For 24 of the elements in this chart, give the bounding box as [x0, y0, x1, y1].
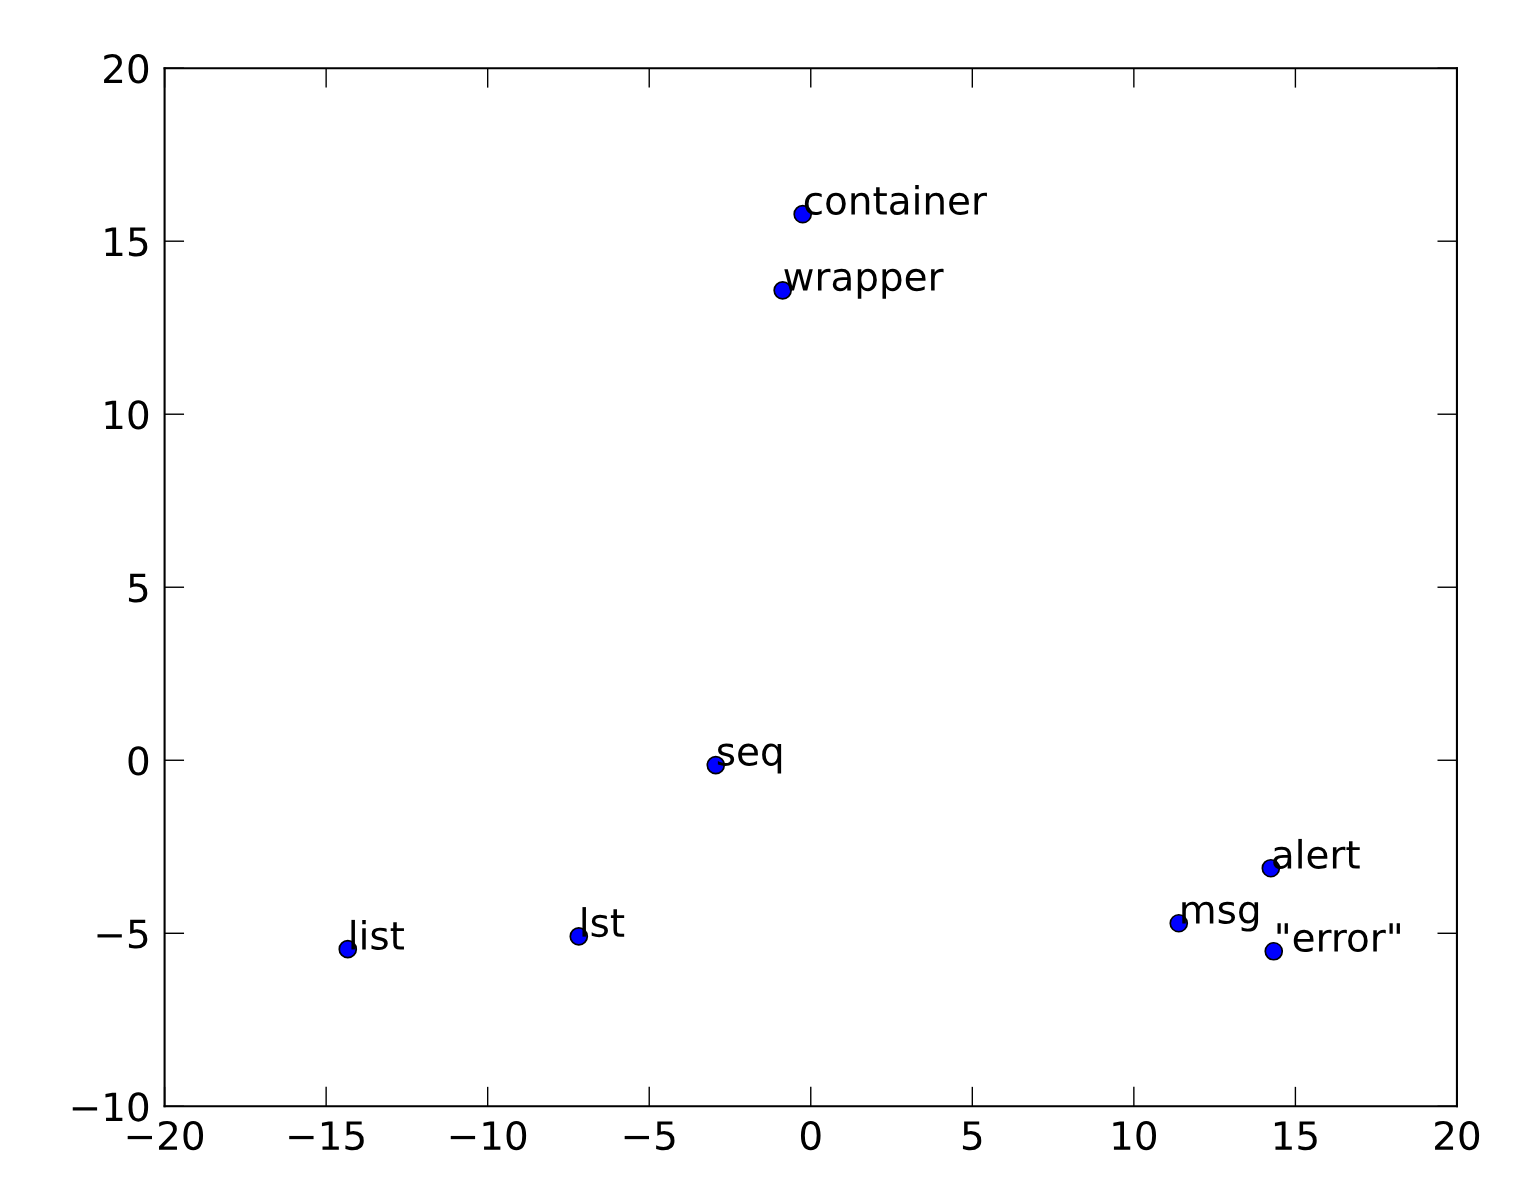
x-tick-label: −15 [289, 1121, 364, 1151]
y-tick-label: 20 [104, 54, 149, 84]
y-tick-label: −5 [97, 919, 148, 949]
x-tick-label: −5 [624, 1121, 675, 1151]
x-tick-label: 20 [1435, 1120, 1480, 1151]
y-tick-label: 0 [128, 746, 149, 776]
x-tick-label: 15 [1274, 1121, 1317, 1151]
x-tick-label: 10 [1113, 1120, 1157, 1151]
x-tick-label: 5 [962, 1121, 982, 1151]
annotation: list [351, 919, 404, 950]
x-tick-label: −10 [450, 1120, 527, 1151]
annotation: lst [582, 907, 625, 938]
annotation: seq [717, 743, 782, 774]
y-tick-label: 5 [128, 573, 148, 603]
x-tick-label: 0 [800, 1120, 821, 1151]
y-tick-label: 10 [105, 400, 149, 430]
x-tick-label: −20 [127, 1120, 204, 1151]
y-tick-label: −10 [72, 1092, 149, 1122]
annotation: msg [1182, 901, 1259, 932]
annotation: "error" [1277, 923, 1400, 953]
annotation: container [804, 184, 987, 215]
annotation: wrapper [784, 268, 944, 299]
y-tick-label: 15 [105, 227, 148, 257]
annotation: alert [1273, 838, 1360, 870]
